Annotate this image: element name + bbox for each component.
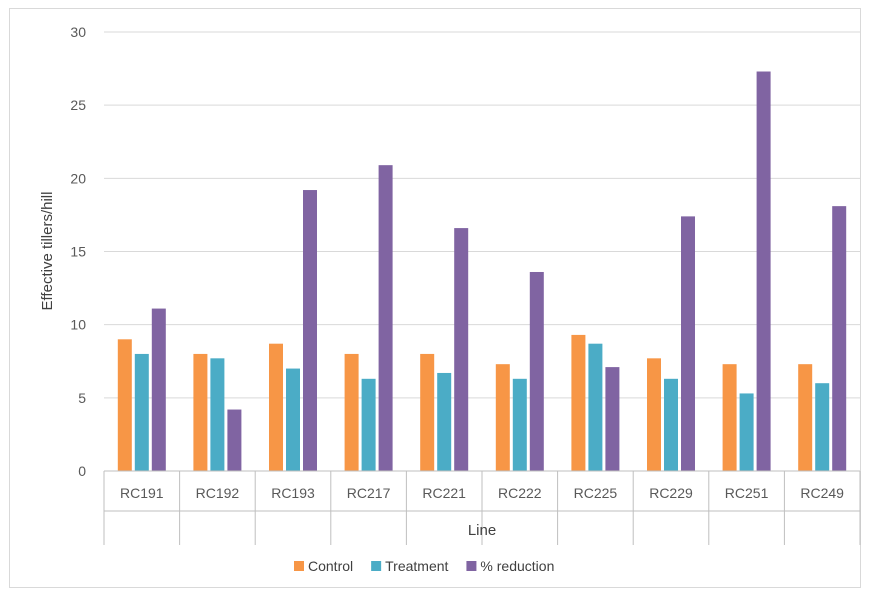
bar-RC191-1 [134, 353, 149, 471]
bar-RC192-2 [227, 409, 242, 471]
x-tick-label: RC222 [498, 485, 542, 501]
bar-RC191-2 [151, 308, 166, 471]
bar-RC222-2 [529, 271, 544, 471]
bar-RC221-2 [454, 228, 469, 471]
legend-swatch [294, 561, 304, 571]
y-tick-label: 15 [70, 244, 86, 260]
bar-RC229-1 [664, 378, 678, 471]
y-axis-ticks: 0 5 10 15 20 25 30 [70, 24, 86, 479]
bar-RC217-2 [378, 165, 393, 471]
y-tick-label: 25 [70, 97, 86, 113]
x-tick-label: RC192 [196, 485, 240, 501]
y-tick-label: 20 [70, 170, 86, 186]
x-axis: RC191 RC192 RC193 RC217 RC221 RC222 RC225 RC229… [103, 470, 861, 545]
legend-swatch [371, 561, 382, 571]
bar-RC193-2 [303, 190, 317, 472]
x-tick-label: RC191 [120, 485, 164, 501]
gridlines [104, 31, 860, 399]
x-tick-label: RC221 [422, 485, 466, 501]
x-tick-label: RC251 [725, 485, 769, 501]
bar-RC193-1 [286, 368, 300, 471]
x-tick-label: RC217 [347, 485, 391, 501]
bars [117, 71, 847, 472]
y-tick-label: 0 [78, 463, 86, 479]
legend-swatch [466, 561, 477, 571]
bar-RC221-0 [420, 353, 435, 471]
bar-RC251-0 [722, 364, 737, 471]
bar-RC192-1 [210, 358, 225, 471]
bar-RC225-1 [588, 343, 603, 471]
legend: Control Treatment % reduction [294, 558, 554, 574]
x-tick-label: RC249 [800, 485, 844, 501]
bar-RC217-0 [344, 353, 359, 471]
bar-RC229-2 [681, 216, 695, 471]
bar-RC222-1 [512, 378, 527, 471]
bar-RC221-1 [437, 372, 452, 471]
y-tick-label: 10 [70, 317, 86, 333]
bar-RC217-1 [361, 378, 376, 471]
y-axis-title: Effective tillers/hill [39, 192, 56, 311]
bar-RC191-0 [117, 339, 132, 471]
bar-RC193-0 [269, 343, 283, 471]
x-tick-label: RC193 [271, 485, 315, 501]
bar-RC225-2 [605, 367, 620, 471]
legend-label: Treatment [385, 558, 448, 574]
bar-RC225-0 [571, 334, 586, 471]
bar-RC192-0 [193, 353, 208, 471]
legend-label: % reduction [480, 558, 554, 574]
legend-label: Control [308, 558, 353, 574]
bar-RC249-2 [832, 206, 847, 472]
bar-RC249-0 [798, 364, 813, 471]
x-axis-title: Line [468, 522, 496, 539]
bar-RC251-1 [739, 393, 754, 471]
bar-RC251-2 [756, 71, 771, 471]
bar-RC249-1 [815, 383, 830, 471]
x-tick-label: RC225 [574, 485, 618, 501]
bar-RC222-0 [495, 364, 510, 471]
y-tick-label: 30 [70, 24, 86, 40]
bar-RC229-0 [647, 358, 661, 471]
y-tick-label: 5 [78, 390, 86, 406]
x-tick-label: RC229 [649, 485, 693, 501]
